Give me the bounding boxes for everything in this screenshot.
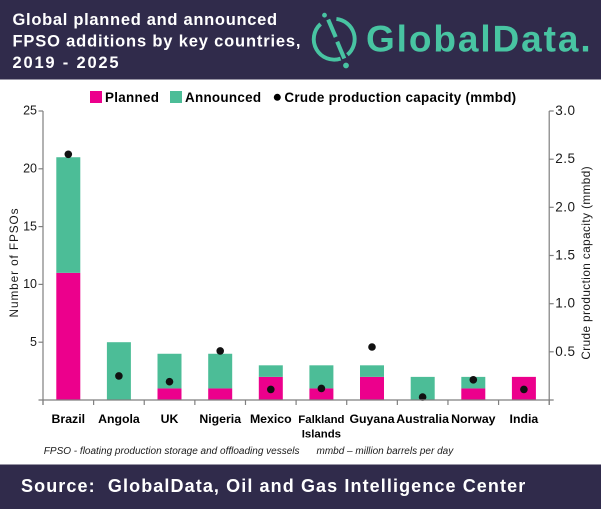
svg-text:FPSO additions by key countrie: FPSO additions by key countries, [13, 33, 302, 51]
svg-text:0.5: 0.5 [555, 344, 575, 359]
svg-text:2019 - 2025: 2019 - 2025 [13, 54, 121, 72]
svg-text:Crude production capacity (mmb: Crude production capacity (mmbd) [580, 166, 593, 360]
svg-text:GlobalData.: GlobalData. [366, 19, 593, 60]
svg-text:Global planned and announced: Global planned and announced [13, 11, 278, 29]
svg-text:15: 15 [23, 219, 37, 233]
svg-text:Announced: Announced [185, 90, 261, 105]
svg-text:1.0: 1.0 [555, 296, 575, 311]
svg-text:Guyana: Guyana [349, 412, 394, 426]
svg-text:1.5: 1.5 [555, 248, 575, 263]
svg-text:Nigeria: Nigeria [199, 412, 241, 426]
svg-text:10: 10 [23, 277, 37, 291]
svg-text:Planned: Planned [105, 90, 159, 105]
svg-text:2.0: 2.0 [555, 199, 575, 214]
svg-text:UK: UK [161, 412, 179, 426]
svg-text:3.0: 3.0 [555, 103, 575, 118]
svg-text:25: 25 [23, 104, 37, 118]
svg-text:Norway: Norway [451, 412, 496, 426]
svg-text:5: 5 [30, 335, 37, 349]
svg-text:Falkland: Falkland [298, 414, 344, 426]
svg-text:Angola: Angola [98, 412, 140, 426]
svg-text:Mexico: Mexico [250, 412, 292, 426]
svg-text:FPSO - floating production sto: FPSO - floating production storage and o… [44, 446, 300, 457]
svg-text:Brazil: Brazil [52, 412, 86, 426]
svg-text:Crude production capacity (mmb: Crude production capacity (mmbd) [284, 90, 516, 105]
svg-text:2.5: 2.5 [555, 151, 575, 166]
svg-text:Australia: Australia [396, 412, 449, 426]
svg-text:India: India [510, 412, 539, 426]
svg-text:Source: GlobalData, Oil and G: Source: GlobalData, Oil and Gas Intellig… [21, 476, 526, 496]
svg-text:Islands: Islands [302, 428, 341, 440]
svg-text:20: 20 [23, 162, 37, 176]
svg-text:Number of FPSOs: Number of FPSOs [7, 208, 21, 318]
svg-text:mmbd – million barrels per day: mmbd – million barrels per day [317, 446, 455, 457]
